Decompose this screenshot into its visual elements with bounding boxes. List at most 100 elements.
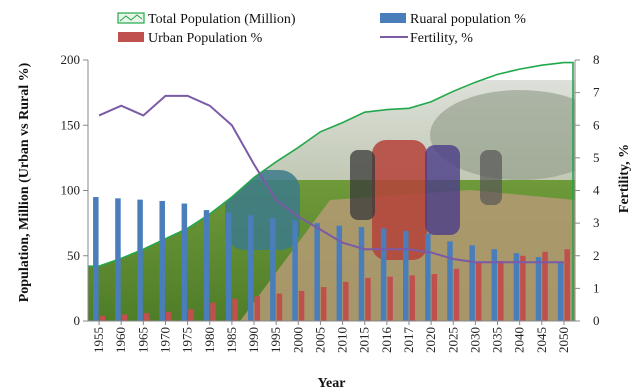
x-tick-label: 2020: [423, 327, 438, 353]
rural-bar-1960: [115, 198, 121, 321]
urban-bar-2035: [498, 260, 504, 321]
legend-label: Total Population (Million): [148, 12, 296, 27]
legend-item: Urban Population %: [118, 31, 263, 46]
left-tick-label: 200: [61, 52, 81, 67]
urban-bar-2010: [343, 281, 349, 321]
urban-bar-2025: [453, 268, 460, 321]
rural-bar-2040: [513, 253, 520, 321]
rural-bar-1965: [137, 199, 143, 321]
legend: Total Population (Million) Ruaral populat…: [117, 12, 526, 46]
rural-bar-1955: [93, 197, 99, 321]
total-population-line: [88, 61, 574, 321]
x-tick-label: 1980: [202, 327, 217, 353]
rural-bar-2035: [491, 249, 498, 321]
right-tick-label: 3: [593, 215, 600, 230]
urban-bar-2030: [475, 262, 482, 321]
urban-bar-1955: [99, 315, 106, 321]
x-tick-label: 2035: [490, 327, 505, 353]
x-tick-label: 2050: [556, 327, 571, 353]
left-tick-label: 0: [74, 313, 81, 328]
legend-label: Fertility, %: [410, 31, 473, 46]
legend-item: Fertility, %: [380, 31, 473, 46]
x-tick-label: 2040: [512, 327, 527, 353]
rural-bar-2025: [447, 241, 453, 321]
urban-bar-1960: [121, 314, 128, 321]
rural-bar-1995: [270, 217, 276, 321]
rural-bar-2020: [425, 233, 431, 321]
x-axis-title: Year: [318, 376, 346, 391]
urban-bar-1990: [254, 296, 261, 321]
left-tick-label: 100: [61, 183, 81, 198]
urban-bar-2000: [298, 290, 305, 321]
x-tick-label: 2045: [534, 327, 549, 353]
total-population-area-mask: [88, 60, 575, 267]
x-tick-label: 2000: [290, 327, 305, 353]
urban-bar-2017: [409, 275, 415, 321]
right-axis-title: Fertility, %: [617, 144, 632, 213]
right-tick-label: 5: [593, 150, 600, 165]
urban-bar-2005: [320, 287, 327, 321]
x-tick-label: 2017: [401, 327, 416, 354]
urban-bar-1995: [276, 293, 283, 321]
right-tick-label: 0: [593, 313, 600, 328]
x-tick-label: 1985: [224, 327, 239, 353]
rural-bar-2017: [402, 230, 409, 321]
rural-bar-1970: [159, 200, 165, 321]
x-tick-label: 2005: [312, 327, 327, 353]
rural-bar-2050: [557, 262, 564, 321]
x-tick-label: 2025: [445, 327, 460, 353]
rural-bar-1980: [203, 210, 210, 321]
left-axis-title: Population, Million (Urban vs Rural %): [17, 62, 32, 302]
legend-swatch-zigzag: [119, 14, 143, 22]
rural-bar-2015: [358, 227, 365, 321]
urban-bar-2040: [520, 255, 526, 321]
rural-bar-2005: [314, 223, 320, 321]
rural-bar-2045: [535, 257, 542, 321]
rural-bar-2016: [380, 228, 387, 321]
urban-bar-1975: [188, 309, 194, 321]
right-tick-label: 4: [593, 183, 600, 198]
x-tick-label: 2010: [335, 327, 350, 353]
x-tick-label: 1955: [91, 327, 106, 353]
legend-swatch-bar: [118, 32, 144, 42]
x-tick-label: 2015: [357, 327, 372, 353]
legend-item: Total Population (Million): [117, 12, 296, 27]
urban-bar-1980: [210, 302, 216, 321]
urban-bar-2050: [564, 249, 570, 321]
legend-label: Urban Population %: [148, 31, 263, 46]
x-tick-label: 2030: [467, 327, 482, 353]
legend-swatch-bar: [380, 13, 406, 23]
urban-bar-2016: [387, 276, 393, 321]
right-tick-label: 6: [593, 117, 600, 132]
urban-bar-2015: [365, 277, 371, 321]
rural-bar-2010: [336, 225, 343, 321]
legend-swatch-total-population: [117, 12, 145, 24]
left-tick-label: 50: [67, 248, 80, 263]
right-tick-label: 1: [593, 280, 600, 295]
legend-label: Ruaral population %: [410, 12, 526, 27]
x-tick-label: 1970: [157, 327, 172, 353]
x-tick-label: 1975: [180, 327, 195, 353]
right-tick-label: 8: [593, 52, 600, 67]
urban-bar-2045: [542, 251, 548, 321]
urban-bar-1970: [165, 311, 172, 321]
x-tick-label: 1965: [135, 327, 150, 353]
urban-bar-1985: [232, 298, 238, 321]
rural-bar-1975: [181, 203, 188, 321]
rural-bar-2000: [292, 220, 298, 321]
x-tick-label: 1960: [113, 327, 128, 353]
urban-bar-2020: [431, 274, 438, 321]
x-tick-label: 1990: [246, 327, 261, 353]
x-tick-label: 1995: [268, 327, 283, 353]
right-tick-label: 7: [593, 85, 600, 100]
x-tick-label: 2016: [379, 327, 394, 354]
legend-item: Ruaral population %: [380, 12, 526, 27]
rural-bar-2030: [469, 245, 475, 321]
rural-bar-1985: [225, 212, 232, 321]
rural-bar-1990: [248, 215, 254, 321]
right-tick-label: 2: [593, 248, 600, 263]
fertility-line: [98, 94, 564, 264]
left-tick-label: 150: [61, 117, 81, 132]
